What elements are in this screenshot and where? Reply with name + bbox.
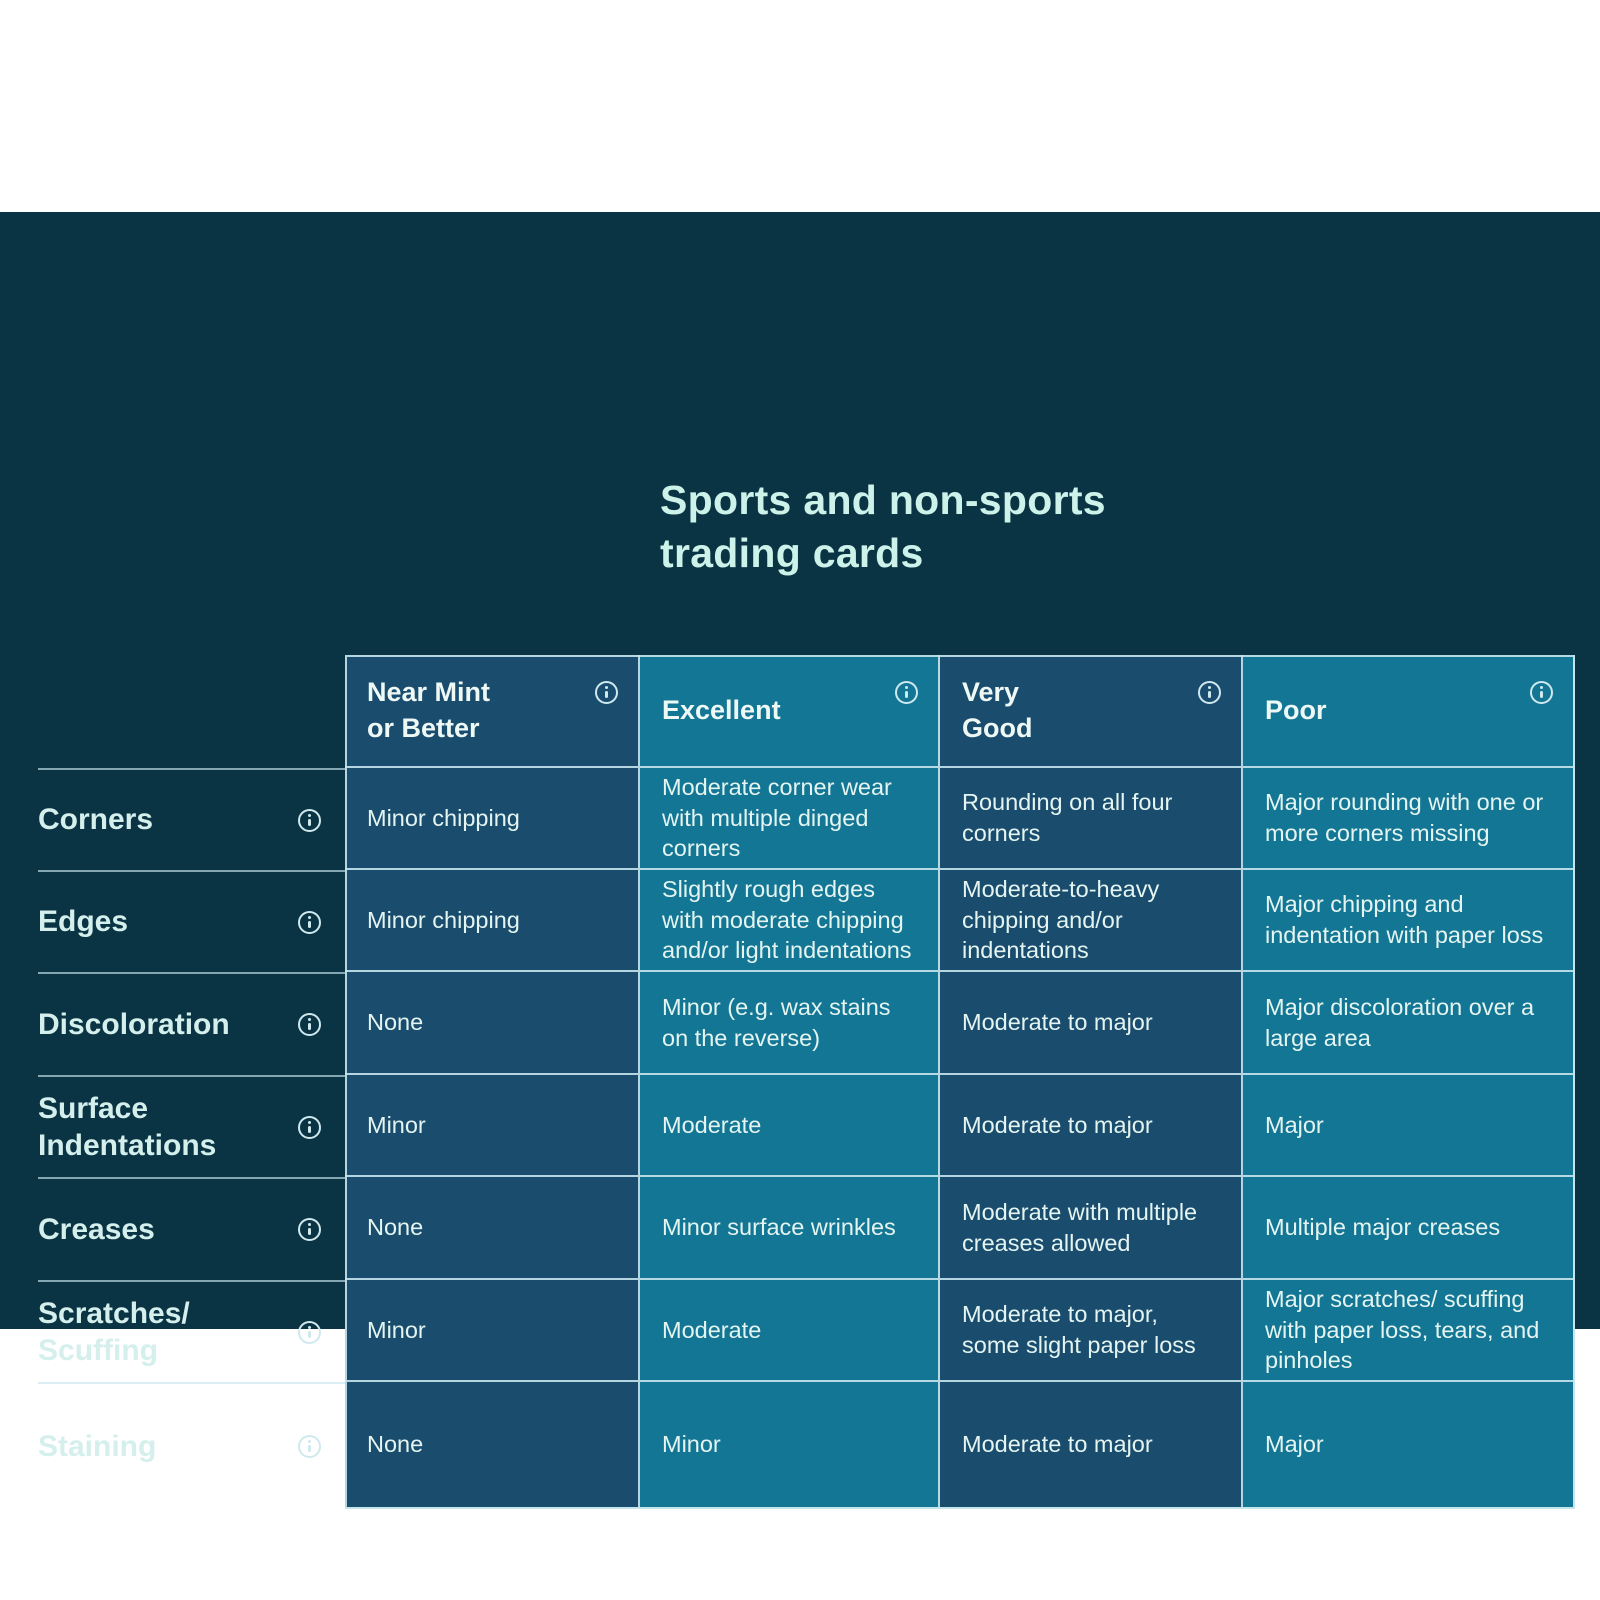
table-cell: Moderate-to-heavy chipping and/or indent… <box>940 870 1243 972</box>
table-cell: Moderate to major <box>940 1382 1243 1509</box>
row-header-corners: Corners <box>38 768 345 870</box>
table-cell: Moderate to major <box>940 1075 1243 1177</box>
table-cell: Minor surface wrinkles <box>640 1177 940 1280</box>
row-header-label: Discoloration <box>38 1007 230 1041</box>
table-cell: Moderate <box>640 1075 940 1177</box>
info-icon[interactable] <box>298 1013 321 1036</box>
grading-table: Near Mint or Better Excellent Very Good … <box>38 655 1575 1509</box>
cell-text: Moderate to major, some slight paper los… <box>962 1301 1196 1358</box>
cell-text: Moderate to major <box>962 1009 1153 1036</box>
table-cell: Rounding on all four corners <box>940 768 1243 870</box>
table-cell: Major <box>1243 1075 1575 1177</box>
row-header-label: Surface Indentations <box>38 1091 217 1163</box>
row-header-scratches-scuffing: Scratches/ Scuffing <box>38 1280 345 1382</box>
table-corner-spacer <box>38 655 345 768</box>
table-cell: Minor chipping <box>345 870 640 972</box>
table-cell: Moderate <box>640 1280 940 1382</box>
column-header-very-good: Very Good <box>940 655 1243 768</box>
table-cell: Minor (e.g. wax stains on the reverse) <box>640 972 940 1075</box>
table-cell: Major <box>1243 1382 1575 1509</box>
info-icon[interactable] <box>595 681 618 704</box>
info-icon[interactable] <box>895 681 918 704</box>
info-icon[interactable] <box>298 808 321 832</box>
cell-text: Minor chipping <box>367 804 520 831</box>
cell-text: Moderate to major <box>962 1111 1153 1138</box>
table-cell: Minor <box>640 1382 940 1509</box>
row-header-surface-indentations: Surface Indentations <box>38 1075 345 1177</box>
table-cell: Minor <box>345 1075 640 1177</box>
table-cell: None <box>345 1177 640 1280</box>
cell-text: Major rounding with one or more corners … <box>1265 789 1544 846</box>
cell-text: Minor <box>367 1316 426 1343</box>
cell-text: Moderate corner wear with multiple dinge… <box>662 774 892 862</box>
info-icon[interactable] <box>1198 681 1221 704</box>
info-icon[interactable] <box>298 1435 321 1458</box>
column-header-label: Very Good <box>962 677 1033 743</box>
row-header-label: Edges <box>38 905 129 939</box>
table-cell: Moderate corner wear with multiple dinge… <box>640 768 940 870</box>
cell-text: Moderate-to-heavy chipping and/or indent… <box>962 876 1160 964</box>
cell-text: Major <box>1265 1431 1324 1458</box>
table-cell: None <box>345 972 640 1075</box>
cell-text: None <box>367 1431 424 1458</box>
cell-text: Major chipping and indentation with pape… <box>1265 891 1544 948</box>
row-header-label: Corners <box>38 803 154 837</box>
cell-text: Minor surface wrinkles <box>662 1214 896 1241</box>
table-cell: Moderate to major <box>940 972 1243 1075</box>
row-header-staining: Staining <box>38 1382 345 1509</box>
table-cell: Major chipping and indentation with pape… <box>1243 870 1575 972</box>
row-header-edges: Edges <box>38 870 345 972</box>
row-header-label: Creases <box>38 1212 155 1246</box>
cell-text: Multiple major creases <box>1265 1214 1501 1241</box>
grading-chart-panel: Sports and non-sports trading cards Near… <box>0 212 1600 1509</box>
table-cell: Major scratches/ scuffing with paper los… <box>1243 1280 1575 1382</box>
page-title: Sports and non-sports trading cards <box>660 477 1106 577</box>
column-header-label: Excellent <box>662 694 781 725</box>
table-cell: None <box>345 1382 640 1509</box>
cell-text: Moderate <box>662 1316 762 1343</box>
table-cell: Major discoloration over a large area <box>1243 972 1575 1075</box>
info-icon[interactable] <box>1530 681 1553 704</box>
row-header-label: Staining <box>38 1429 157 1463</box>
cell-text: Major scratches/ scuffing with paper los… <box>1265 1286 1540 1374</box>
cell-text: Minor <box>367 1111 426 1138</box>
cell-text: Moderate to major <box>962 1431 1153 1458</box>
column-header-poor: Poor <box>1243 655 1575 768</box>
table-cell: Moderate with multiple creases allowed <box>940 1177 1243 1280</box>
row-header-label: Scratches/ Scuffing <box>38 1296 190 1368</box>
cell-text: None <box>367 1009 424 1036</box>
info-icon[interactable] <box>298 910 321 934</box>
column-header-label: Near Mint or Better <box>367 677 491 743</box>
column-header-near-mint-or-better: Near Mint or Better <box>345 655 640 768</box>
cell-text: Minor <box>662 1431 721 1458</box>
table-cell: Slightly rough edges with moderate chipp… <box>640 870 940 972</box>
cell-text: Minor chipping <box>367 906 520 933</box>
table-cell: Minor chipping <box>345 768 640 870</box>
table-cell: Multiple major creases <box>1243 1177 1575 1280</box>
cell-text: Moderate with multiple creases allowed <box>962 1198 1198 1256</box>
table-cell: Moderate to major, some slight paper los… <box>940 1280 1243 1382</box>
info-icon[interactable] <box>298 1320 321 1344</box>
cell-text: Rounding on all four corners <box>962 789 1173 846</box>
info-icon[interactable] <box>298 1115 321 1139</box>
table-cell: Major rounding with one or more corners … <box>1243 768 1575 870</box>
cell-text: Moderate <box>662 1111 762 1138</box>
column-header-label: Poor <box>1265 694 1327 725</box>
table-cell: Minor <box>345 1280 640 1382</box>
cell-text: Major discoloration over a large area <box>1265 993 1535 1051</box>
cell-text: None <box>367 1214 424 1241</box>
cell-text: Major <box>1265 1111 1324 1138</box>
cell-text: Minor (e.g. wax stains on the reverse) <box>662 993 891 1051</box>
row-header-creases: Creases <box>38 1177 345 1280</box>
column-header-excellent: Excellent <box>640 655 940 768</box>
row-header-discoloration: Discoloration <box>38 972 345 1075</box>
info-icon[interactable] <box>298 1218 321 1241</box>
cell-text: Slightly rough edges with moderate chipp… <box>662 876 912 964</box>
